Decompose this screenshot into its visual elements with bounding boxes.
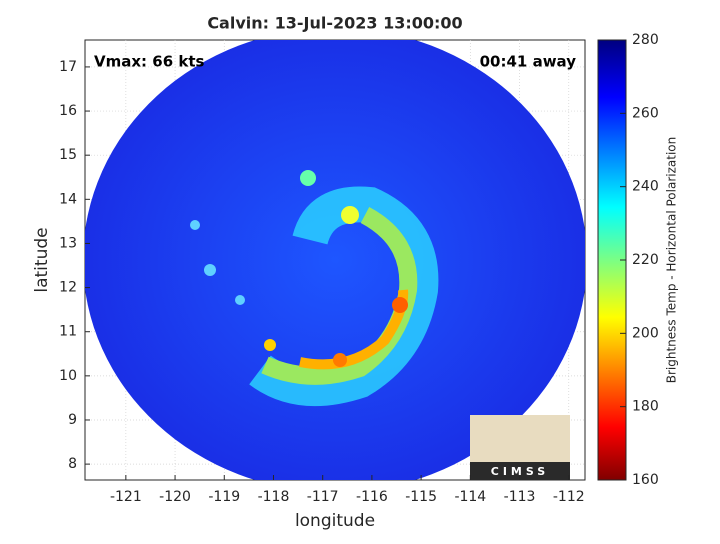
- colorbar-tick-label: 240: [632, 179, 659, 195]
- logo-text: CIMSS: [491, 465, 549, 478]
- x-tick-label: -114: [454, 489, 486, 505]
- x-tick-label: -118: [258, 489, 290, 505]
- y-tick-label: 16: [59, 103, 77, 119]
- satellite-image: [85, 40, 585, 480]
- colorbar-tick-label: 180: [632, 399, 659, 415]
- colorbar-tick-label: 200: [632, 325, 659, 341]
- y-tick-label: 10: [59, 368, 77, 384]
- colorbar-tick-label: 160: [632, 472, 659, 488]
- annotation: Vmax: 66 kts: [94, 53, 204, 71]
- colorbar-tick-label: 220: [632, 252, 659, 268]
- chart-title: Calvin: 13-Jul-2023 13:00:00: [207, 14, 462, 33]
- y-tick-label: 9: [68, 412, 77, 428]
- x-tick-label: -117: [307, 489, 339, 505]
- annotation: 00:41 away: [480, 53, 577, 71]
- y-tick-label: 8: [68, 456, 77, 472]
- x-tick-label: -121: [110, 489, 142, 505]
- y-tick-label: 17: [59, 59, 77, 75]
- x-tick-label: -119: [208, 489, 240, 505]
- x-tick-label: -115: [405, 489, 437, 505]
- x-tick-label: -112: [553, 489, 585, 505]
- x-tick-label: -113: [504, 489, 536, 505]
- colorbar-label: Brightness Temp - Horizontal Polarizatio…: [665, 137, 679, 384]
- y-tick-label: 11: [59, 324, 77, 340]
- y-tick-label: 13: [59, 235, 77, 251]
- y-tick-label: 14: [59, 191, 77, 207]
- y-tick-label: 12: [59, 280, 77, 296]
- x-tick-label: -120: [159, 489, 191, 505]
- colorbar-tick-label: 280: [632, 32, 659, 48]
- colorbar-tick-label: 260: [632, 105, 659, 121]
- y-axis-label: latitude: [32, 227, 52, 292]
- x-axis-label: longitude: [295, 511, 375, 531]
- x-tick-label: -116: [356, 489, 388, 505]
- y-tick-label: 15: [59, 147, 77, 163]
